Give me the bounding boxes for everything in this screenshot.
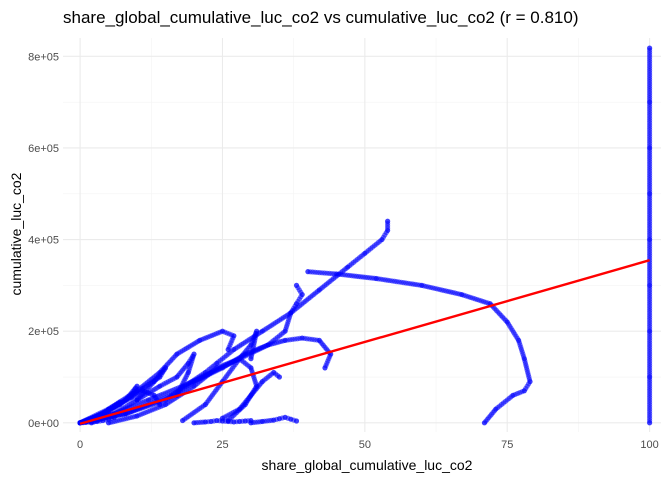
data-point xyxy=(111,414,117,420)
data-point xyxy=(248,356,254,362)
grid-lines xyxy=(63,38,661,432)
regression-line-segment xyxy=(79,259,650,425)
y-axis-ticks: 0e+00 2e+05 4e+05 6e+05 8e+05 xyxy=(28,51,59,430)
data-point xyxy=(276,374,283,380)
x-axis-label: share_global_cumulative_luc_co2 xyxy=(262,457,473,473)
data-point xyxy=(647,45,653,51)
x-tick-label: 25 xyxy=(216,439,228,451)
data-point xyxy=(157,401,163,408)
y-axis-label: cumulative_luc_co2 xyxy=(8,172,24,295)
y-tick-label: 6e+05 xyxy=(28,143,59,155)
data-point xyxy=(105,406,112,412)
data-point xyxy=(293,418,300,424)
data-point xyxy=(322,365,328,371)
y-tick-label: 0e+00 xyxy=(28,418,59,430)
data-point xyxy=(481,420,488,426)
y-tick-label: 4e+05 xyxy=(28,235,59,247)
data-point xyxy=(293,282,300,288)
chart-title: share_global_cumulative_luc_co2 vs cumul… xyxy=(63,8,579,27)
x-tick-label: 50 xyxy=(359,439,371,451)
x-tick-label: 100 xyxy=(640,439,658,451)
data-point xyxy=(134,397,140,403)
y-tick-label: 8e+05 xyxy=(28,51,59,63)
regression-line xyxy=(79,259,650,425)
y-tick-label: 2e+05 xyxy=(28,326,59,338)
data-point xyxy=(385,218,391,224)
data-point xyxy=(225,346,231,353)
x-tick-label: 75 xyxy=(501,439,513,451)
x-axis-ticks: 0 25 50 75 100 xyxy=(77,439,659,451)
data-point xyxy=(123,397,129,403)
x-tick-label: 0 xyxy=(77,439,83,451)
